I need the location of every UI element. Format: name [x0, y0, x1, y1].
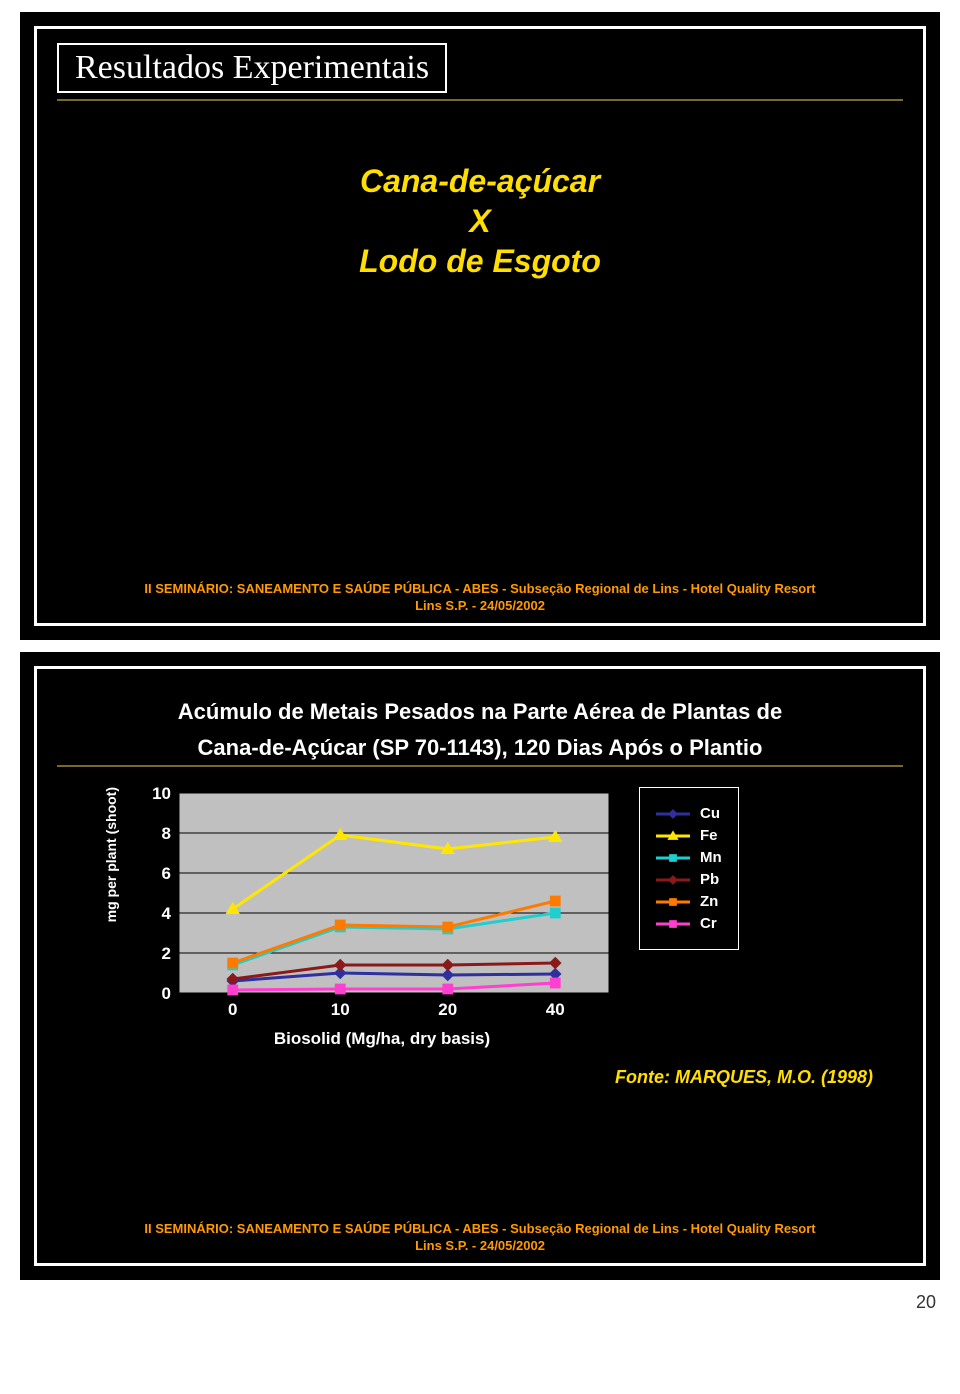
legend-swatch — [656, 917, 690, 931]
slide-2: Acúmulo de Metais Pesados na Parte Aérea… — [20, 652, 940, 1280]
footer-line1: II SEMINÁRIO: SANEAMENTO E SAÚDE PÚBLICA… — [57, 1221, 903, 1238]
slide1-footer: II SEMINÁRIO: SANEAMENTO E SAÚDE PÚBLICA… — [57, 569, 903, 615]
svg-text:6: 6 — [162, 864, 171, 883]
chart-underline — [57, 765, 903, 767]
legend-label: Cu — [700, 805, 720, 822]
footer-line1: II SEMINÁRIO: SANEAMENTO E SAÚDE PÚBLICA… — [57, 581, 903, 598]
legend-item-mn: Mn — [656, 849, 722, 866]
title-underline — [57, 99, 903, 101]
svg-text:40: 40 — [546, 1000, 565, 1019]
subtitle-line-1: Cana-de-açúcar — [57, 161, 903, 201]
chart-wrap: mg per plant (shoot) 0 2 4 6 8 10 0 10 20 40 Bios… — [97, 787, 903, 1049]
svg-text:20: 20 — [438, 1000, 457, 1019]
legend-label: Cr — [700, 915, 717, 932]
legend-swatch — [656, 829, 690, 843]
chart-and-xlabel: 0 2 4 6 8 10 0 10 20 40 Biosolid (Mg/ha, dry basi… — [145, 787, 619, 1049]
footer-line2: Lins S.P. - 24/05/2002 — [57, 1238, 903, 1255]
legend-label: Pb — [700, 871, 719, 888]
legend-swatch — [656, 851, 690, 865]
slide-1: Resultados Experimentais Cana-de-açúcar … — [20, 12, 940, 640]
svg-text:4: 4 — [162, 904, 172, 923]
slide2-footer: II SEMINÁRIO: SANEAMENTO E SAÚDE PÚBLICA… — [57, 1209, 903, 1255]
svg-text:10: 10 — [331, 1000, 350, 1019]
legend-item-cr: Cr — [656, 915, 722, 932]
legend-label: Zn — [700, 893, 718, 910]
page-number: 20 — [0, 1292, 936, 1313]
legend-item-zn: Zn — [656, 893, 722, 910]
legend-item-fe: Fe — [656, 827, 722, 844]
legend-item-pb: Pb — [656, 871, 722, 888]
chart-svg-wrap: 0 2 4 6 8 10 0 10 20 40 — [145, 787, 619, 1023]
slide1-subtitle: Cana-de-açúcar X Lodo de Esgoto — [57, 161, 903, 281]
legend-label: Fe — [700, 827, 718, 844]
subtitle-line-2: X — [57, 201, 903, 241]
legend-swatch — [656, 895, 690, 909]
slide-1-inner: Resultados Experimentais Cana-de-açúcar … — [34, 26, 926, 626]
legend-swatch — [656, 807, 690, 821]
svg-text:0: 0 — [228, 1000, 237, 1019]
chart-title-line2: Cana-de-Açúcar (SP 70-1143), 120 Dias Ap… — [57, 735, 903, 761]
y-axis-label: mg per plant (shoot) — [97, 787, 125, 922]
svg-text:10: 10 — [152, 787, 171, 803]
legend-swatch — [656, 873, 690, 887]
svg-text:2: 2 — [162, 944, 171, 963]
legend-label: Mn — [700, 849, 722, 866]
x-axis-label: Biosolid (Mg/ha, dry basis) — [145, 1029, 619, 1049]
chart-title-line1: Acúmulo de Metais Pesados na Parte Aérea… — [57, 699, 903, 725]
slide-2-inner: Acúmulo de Metais Pesados na Parte Aérea… — [34, 666, 926, 1266]
legend-item-cu: Cu — [656, 805, 722, 822]
svg-text:8: 8 — [162, 824, 171, 843]
svg-text:0: 0 — [162, 984, 171, 1003]
chart-legend: Cu Fe Mn Pb Zn Cr — [639, 787, 739, 950]
chart-source: Fonte: MARQUES, M.O. (1998) — [57, 1067, 873, 1088]
subtitle-line-3: Lodo de Esgoto — [57, 241, 903, 281]
slide1-title: Resultados Experimentais — [57, 43, 447, 93]
footer-line2: Lins S.P. - 24/05/2002 — [57, 598, 903, 615]
line-chart: 0 2 4 6 8 10 0 10 20 40 — [145, 787, 619, 1023]
